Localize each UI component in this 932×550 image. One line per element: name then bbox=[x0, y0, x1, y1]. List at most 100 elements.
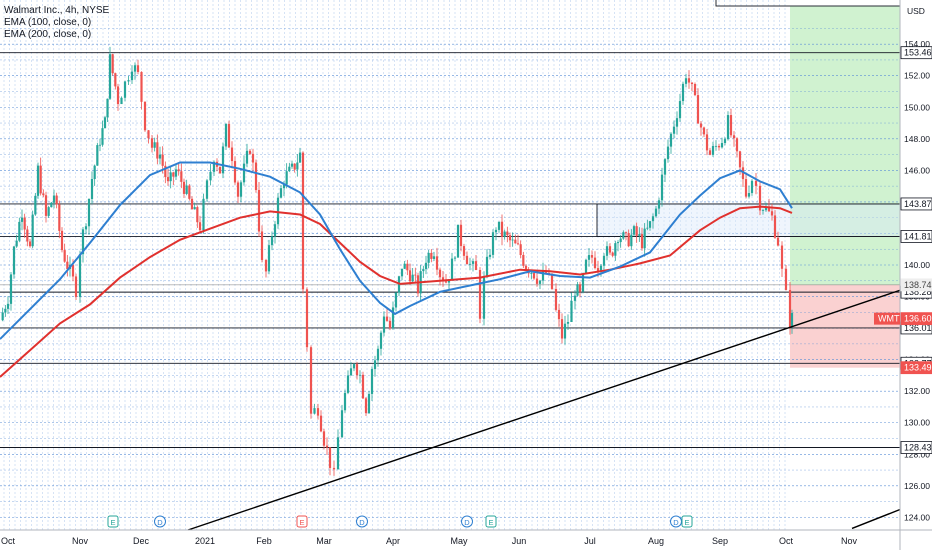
candle-body bbox=[687, 78, 691, 83]
candle-body bbox=[669, 133, 673, 147]
candle-body bbox=[180, 171, 183, 182]
candle-body bbox=[554, 288, 558, 310]
candle-body bbox=[482, 276, 486, 319]
candle-body bbox=[508, 235, 512, 241]
candle-body bbox=[541, 270, 545, 281]
candle-body bbox=[198, 222, 202, 231]
candle-body bbox=[602, 255, 606, 266]
candle-body bbox=[394, 292, 398, 308]
candle-body bbox=[474, 261, 478, 271]
level-tag-0: 153.46 bbox=[900, 46, 932, 60]
svg-text:136.60: 136.60 bbox=[904, 314, 932, 324]
candle-body bbox=[654, 208, 658, 217]
legend-title: Walmart Inc., 4h, NYSE bbox=[4, 5, 110, 16]
y-tick-label-11: 146.00 bbox=[904, 165, 930, 175]
candle-body bbox=[456, 224, 460, 258]
candle-body bbox=[408, 270, 412, 282]
x-tick-label-12: Oct bbox=[779, 536, 794, 546]
candle-body bbox=[530, 273, 533, 274]
candle-body bbox=[352, 364, 356, 369]
candle-body bbox=[130, 71, 134, 81]
candle-body bbox=[675, 118, 679, 127]
candle-body bbox=[361, 374, 365, 399]
candle-body bbox=[103, 117, 107, 129]
candle-body bbox=[236, 182, 240, 197]
candle-body bbox=[39, 165, 42, 194]
candle-body bbox=[560, 319, 564, 339]
candle-body bbox=[624, 232, 628, 234]
candle-body bbox=[120, 97, 123, 105]
svg-text:D: D bbox=[157, 518, 163, 527]
candle-body bbox=[403, 263, 406, 269]
loss-zone bbox=[790, 284, 900, 368]
candle-body bbox=[260, 231, 264, 260]
candle-body bbox=[66, 261, 69, 269]
candle-body bbox=[717, 145, 721, 148]
candle-body bbox=[248, 150, 252, 154]
y-tick-label-3: 130.00 bbox=[904, 418, 930, 428]
candle-body bbox=[218, 166, 222, 174]
y-tick-label-4: 132.00 bbox=[904, 386, 930, 396]
symbol-tag: WMT bbox=[874, 312, 900, 325]
svg-text:136.01: 136.01 bbox=[904, 323, 932, 333]
candle-body bbox=[638, 234, 641, 236]
candle-body bbox=[424, 262, 428, 270]
candle-body bbox=[143, 101, 147, 131]
candle-body bbox=[453, 257, 457, 259]
candle-body bbox=[343, 392, 347, 411]
candle-body bbox=[156, 142, 159, 159]
trendline-0 bbox=[187, 289, 901, 531]
candle-body bbox=[414, 274, 417, 276]
candle-body bbox=[108, 54, 112, 99]
candle-body bbox=[708, 150, 712, 155]
candle-body bbox=[406, 263, 409, 271]
legend-ema200: EMA (200, close, 0) bbox=[4, 29, 92, 40]
candle-body bbox=[367, 393, 371, 414]
candle-body bbox=[34, 195, 37, 215]
candle-body bbox=[230, 147, 234, 162]
candle-body bbox=[459, 224, 463, 247]
svg-text:WMT: WMT bbox=[878, 314, 900, 324]
candle-body bbox=[535, 278, 539, 284]
candle-body bbox=[26, 229, 29, 242]
candle-body bbox=[632, 226, 636, 235]
svg-text:E: E bbox=[299, 518, 304, 527]
candle-body bbox=[332, 467, 336, 470]
candle-body bbox=[166, 177, 170, 182]
candle-body bbox=[127, 80, 130, 82]
candle-body bbox=[744, 179, 748, 197]
candle-body bbox=[52, 195, 56, 203]
candle-body bbox=[790, 313, 794, 328]
candle-body bbox=[767, 207, 771, 212]
candle-body bbox=[576, 284, 579, 296]
candle-body bbox=[648, 221, 652, 228]
candle-body bbox=[651, 216, 655, 222]
candle-body bbox=[616, 242, 620, 244]
candle-body bbox=[114, 73, 117, 87]
candle-body bbox=[699, 123, 703, 128]
candle-body bbox=[784, 268, 788, 290]
candle-body bbox=[111, 54, 114, 74]
y-tick-label-8: 140.00 bbox=[904, 260, 930, 270]
candle-body bbox=[729, 115, 733, 136]
candle-body bbox=[711, 146, 715, 155]
level-tag-1: 143.87 bbox=[900, 197, 932, 211]
candle-body bbox=[678, 101, 682, 119]
event-marker-5: E bbox=[485, 515, 497, 528]
candle-body bbox=[305, 289, 309, 348]
candle-body bbox=[328, 447, 332, 468]
svg-text:E: E bbox=[488, 518, 493, 527]
candle-body bbox=[758, 185, 762, 211]
candle-body bbox=[340, 410, 344, 438]
candle-body bbox=[672, 126, 676, 134]
candle-body bbox=[681, 83, 685, 102]
candle-body bbox=[23, 217, 26, 230]
candle-body bbox=[47, 207, 50, 216]
candle-body bbox=[282, 184, 286, 189]
x-tick-label-10: Aug bbox=[648, 536, 664, 546]
candle-body bbox=[538, 280, 542, 284]
candle-body bbox=[63, 250, 66, 262]
candle-body bbox=[764, 207, 768, 211]
candle-body bbox=[514, 239, 517, 244]
